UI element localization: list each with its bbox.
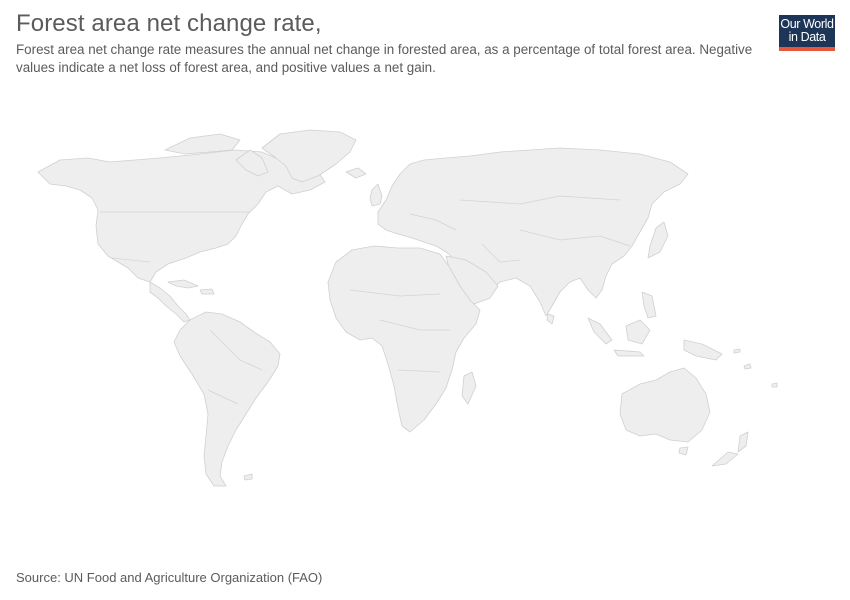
chart-title: Forest area net change rate,: [16, 10, 322, 37]
logo-line-1: Our World: [780, 17, 834, 31]
logo-accent-bar: [779, 47, 835, 51]
japan[interactable]: [647, 221, 669, 259]
source-note: Source: UN Food and Agriculture Organiza…: [16, 570, 323, 585]
baffin-island[interactable]: [235, 149, 269, 177]
pacific-islands[interactable]: [733, 348, 778, 388]
sri-lanka[interactable]: [546, 313, 555, 325]
java[interactable]: [613, 349, 645, 357]
north-america[interactable]: [37, 149, 326, 283]
world-map[interactable]: [0, 120, 850, 510]
falkland-islands[interactable]: [243, 473, 253, 481]
iceland[interactable]: [345, 167, 367, 179]
canadian-arctic-islands[interactable]: [164, 133, 241, 155]
sumatra[interactable]: [587, 317, 613, 345]
africa[interactable]: [327, 245, 481, 433]
philippines[interactable]: [641, 291, 657, 319]
logo-line-2: in Data: [788, 30, 826, 44]
greenland[interactable]: [261, 129, 357, 183]
madagascar[interactable]: [461, 371, 477, 405]
world-map-svg: [37, 129, 778, 487]
central-america[interactable]: [149, 281, 191, 323]
hispaniola[interactable]: [199, 288, 215, 295]
new-zealand[interactable]: [711, 431, 749, 467]
australia[interactable]: [619, 367, 711, 443]
tasmania[interactable]: [678, 446, 689, 456]
cuba[interactable]: [167, 279, 199, 289]
borneo[interactable]: [625, 319, 651, 345]
new-guinea[interactable]: [683, 339, 723, 361]
united-kingdom[interactable]: [369, 183, 383, 207]
chart-subtitle: Forest area net change rate measures the…: [16, 42, 753, 75]
owid-logo[interactable]: Our World in Data: [779, 15, 835, 51]
